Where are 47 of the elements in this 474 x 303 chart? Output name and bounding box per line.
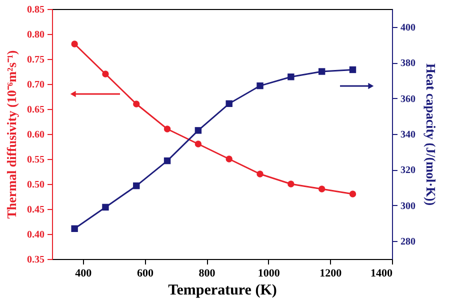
y2-tick-label: 320: [400, 165, 416, 176]
point: [318, 68, 326, 75]
point: [71, 40, 78, 48]
y2-tick-label: 300: [400, 200, 416, 212]
point: [226, 100, 232, 107]
y-tick-label: 0.65: [27, 104, 44, 116]
y-tick-label: 0.80: [27, 30, 44, 40]
x-axis-title: Temperature (K): [168, 282, 277, 298]
y-tick-label: 0.85: [27, 4, 44, 16]
point: [256, 82, 264, 90]
point: [133, 182, 140, 190]
point: [288, 180, 294, 188]
point: [349, 190, 356, 198]
point: [194, 140, 202, 148]
point: [71, 225, 78, 232]
x-tick-label: 400: [75, 268, 92, 280]
point: [194, 127, 202, 134]
y-tick-label: 0.45: [27, 204, 44, 216]
point: [288, 74, 294, 80]
y-tick-label: 0.60: [27, 130, 44, 140]
point: [164, 157, 171, 164]
x-tick-label: 1000: [258, 268, 280, 280]
y2-tick-label: 400: [400, 22, 416, 34]
y-tick-label: 0.40: [27, 230, 44, 240]
y-axis-title: Thermal diffusivity (10⁻⁶m²s⁻¹): [4, 50, 19, 219]
y2-tick-label: 360: [400, 94, 416, 105]
y-tick-label: 0.55: [27, 154, 44, 166]
y2-tick-label: 380: [400, 58, 416, 70]
point: [318, 186, 326, 192]
point: [102, 70, 109, 78]
point: [349, 66, 356, 74]
y-tick-label: 0.50: [27, 180, 44, 190]
y2-axis-title: Heat capacity (J/(mol·K)): [424, 63, 438, 206]
y2-tick-label: 280: [400, 236, 416, 248]
point: [102, 204, 109, 211]
x-tick-label: 600: [136, 268, 154, 280]
x-tick-label: 1200: [320, 268, 342, 280]
point: [226, 156, 232, 162]
point: [256, 170, 264, 178]
x-tick-label: 800: [198, 268, 216, 280]
y2-tick-label: 340: [400, 130, 416, 140]
point: [164, 126, 171, 132]
x-tick-label: 1400: [370, 268, 393, 280]
point: [133, 100, 140, 108]
y-tick-label: 0.75: [27, 54, 44, 66]
y-tick-label: 0.35: [27, 254, 44, 266]
y-tick-label: 0.70: [27, 80, 44, 90]
